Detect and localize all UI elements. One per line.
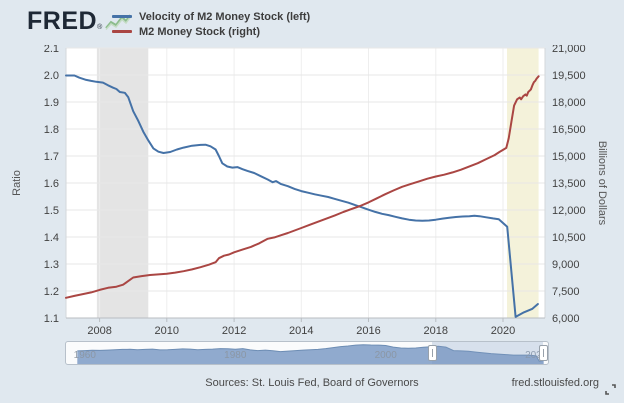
registered-mark: ® bbox=[97, 24, 103, 31]
svg-text:1.7: 1.7 bbox=[44, 151, 59, 163]
chart-legend: Velocity of M2 Money Stock (left) M2 Mon… bbox=[112, 9, 310, 39]
svg-text:21,000: 21,000 bbox=[552, 45, 586, 55]
svg-text:2012: 2012 bbox=[222, 325, 246, 337]
svg-text:9,000: 9,000 bbox=[552, 259, 580, 271]
svg-text:2014: 2014 bbox=[289, 325, 313, 337]
svg-text:1980: 1980 bbox=[224, 350, 247, 361]
velocity-series-swatch bbox=[112, 15, 132, 18]
slider-handle-right[interactable] bbox=[539, 345, 548, 361]
sources-text: Sources: St. Louis Fed, Board of Governo… bbox=[205, 377, 419, 389]
slider-selected-range[interactable] bbox=[432, 342, 543, 364]
svg-text:2000: 2000 bbox=[375, 350, 398, 361]
main-plot-area[interactable]: 2008 2010 2012 2014 2016 2018 2020 1.1 1.2 1.3 1.4… bbox=[0, 45, 624, 340]
slider-sparkline: 1960 1980 2000 2020 bbox=[74, 344, 546, 364]
legend-label-velocity: Velocity of M2 Money Stock (left) bbox=[139, 10, 311, 23]
m2-series-swatch bbox=[112, 30, 132, 33]
svg-text:1.3: 1.3 bbox=[44, 259, 59, 271]
svg-text:1.9: 1.9 bbox=[44, 97, 59, 109]
svg-text:10,500: 10,500 bbox=[552, 232, 586, 244]
svg-text:1.6: 1.6 bbox=[44, 178, 59, 190]
svg-text:16,500: 16,500 bbox=[552, 124, 586, 136]
svg-text:2020: 2020 bbox=[491, 325, 515, 337]
svg-text:2018: 2018 bbox=[424, 325, 448, 337]
svg-text:1.4: 1.4 bbox=[44, 232, 59, 244]
svg-text:19,500: 19,500 bbox=[552, 70, 586, 82]
svg-text:18,000: 18,000 bbox=[552, 97, 586, 109]
logo-sparkline-icon bbox=[105, 13, 132, 35]
fred-site-link[interactable]: fred.stlouisfed.org bbox=[511, 377, 599, 389]
svg-text:1.8: 1.8 bbox=[44, 124, 59, 136]
svg-text:7,500: 7,500 bbox=[552, 286, 580, 298]
svg-text:2016: 2016 bbox=[356, 325, 380, 337]
fred-logo-text: FRED bbox=[27, 7, 98, 35]
svg-text:2020: 2020 bbox=[525, 350, 546, 361]
svg-text:1.1: 1.1 bbox=[44, 313, 59, 325]
svg-text:6,000: 6,000 bbox=[552, 313, 580, 325]
legend-label-m2: M2 Money Stock (right) bbox=[139, 25, 261, 38]
svg-text:13,500: 13,500 bbox=[552, 178, 586, 190]
svg-text:2010: 2010 bbox=[155, 325, 179, 337]
legend-item-m2[interactable]: M2 Money Stock (right) bbox=[112, 24, 310, 39]
date-range-slider[interactable]: 1960 1980 2000 2020 bbox=[65, 341, 549, 365]
fred-logo[interactable]: FRED ® bbox=[27, 7, 132, 35]
svg-text:1.5: 1.5 bbox=[44, 205, 59, 217]
svg-text:1.2: 1.2 bbox=[44, 286, 59, 298]
svg-text:12,000: 12,000 bbox=[552, 205, 586, 217]
fullscreen-expand-icon[interactable] bbox=[604, 383, 617, 401]
svg-text:1960: 1960 bbox=[74, 350, 97, 361]
legend-item-velocity[interactable]: Velocity of M2 Money Stock (left) bbox=[112, 9, 310, 24]
svg-text:15,000: 15,000 bbox=[552, 151, 586, 163]
svg-text:2.0: 2.0 bbox=[44, 70, 59, 82]
svg-text:2.1: 2.1 bbox=[44, 45, 59, 55]
slider-handle-left[interactable] bbox=[428, 345, 437, 361]
svg-text:2008: 2008 bbox=[87, 325, 111, 337]
